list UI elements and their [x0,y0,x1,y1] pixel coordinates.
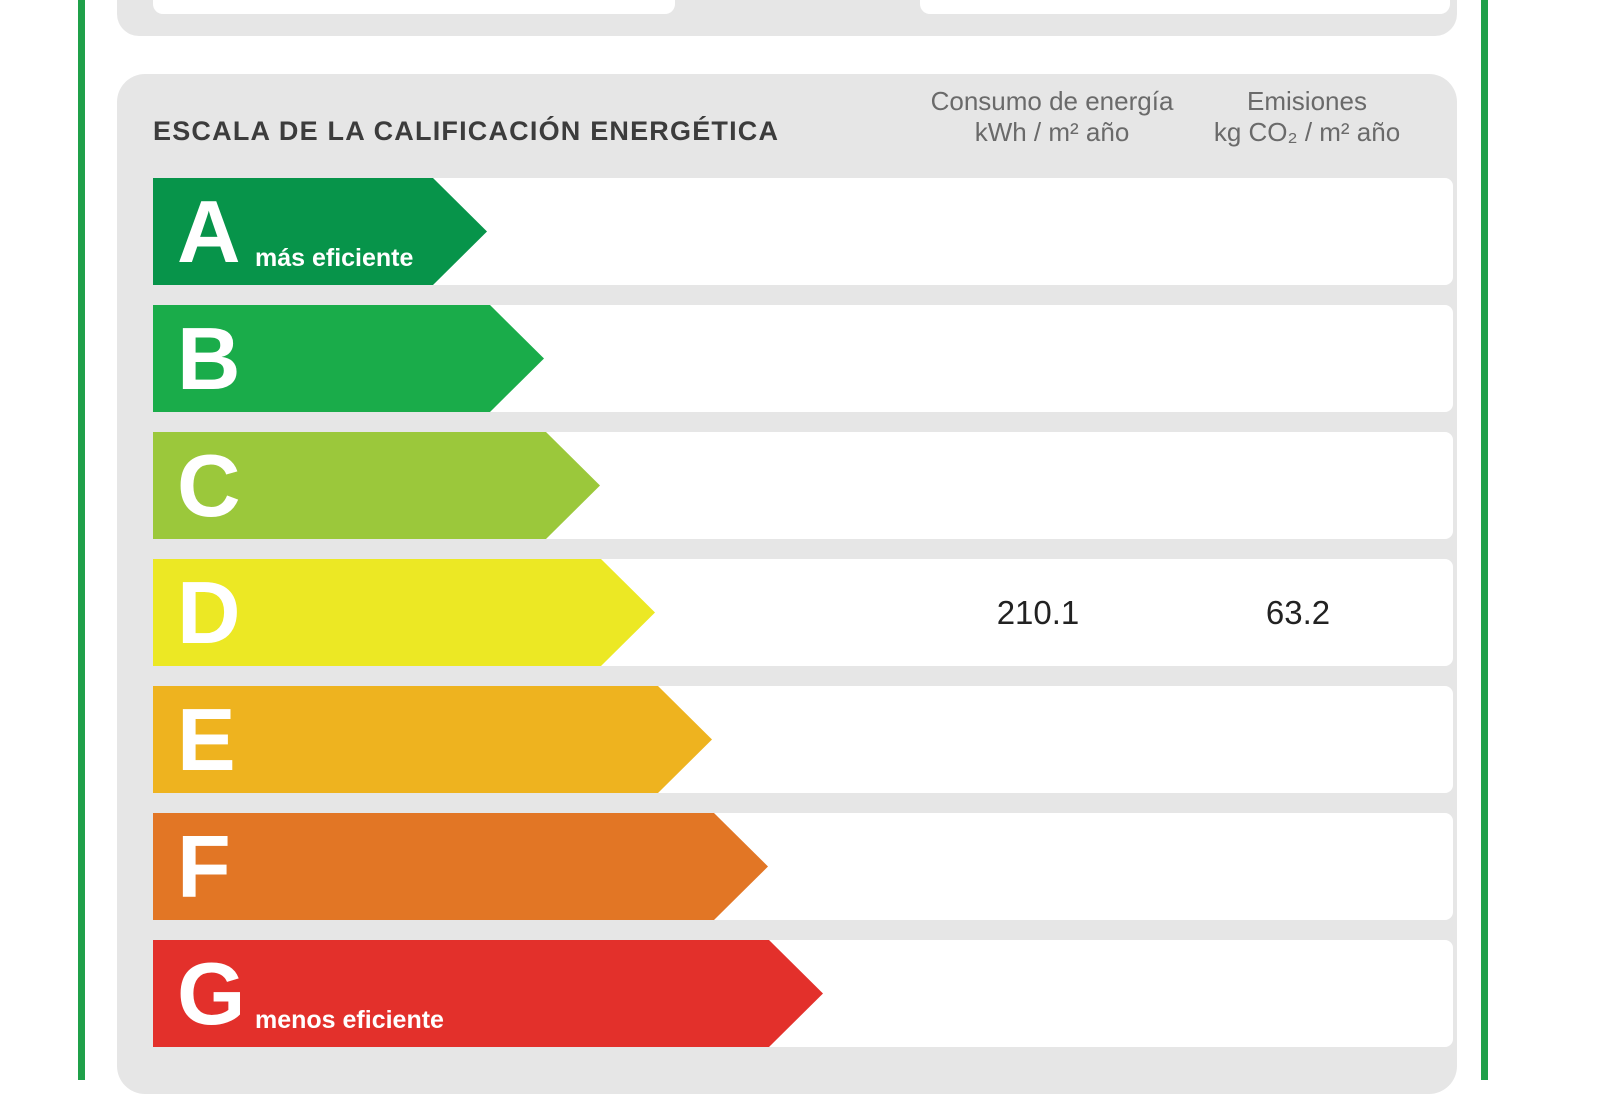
rating-row-e: E [153,686,1453,793]
energy-value-g [938,940,1138,1047]
rating-letter-d: D [177,563,241,662]
rating-sublabel-a: más eficiente [255,244,414,272]
rating-band-g [153,940,823,1047]
emissions-value-a [1198,178,1398,285]
emissions-value-c [1198,432,1398,539]
energy-value-f [938,813,1138,920]
rating-row-c: C [153,432,1453,539]
emissions-value-g [1198,940,1398,1047]
top-field-left [153,0,675,14]
energy-value-d: 210.1 [996,594,1080,631]
rating-letter-b: B [177,309,241,408]
energy-value-a [938,178,1138,285]
energy-column-header: Consumo de energía kWh / m² año [912,86,1192,148]
rating-band-d [153,559,655,666]
rating-letter-c: C [177,436,241,535]
emissions-value-d: 63.2 [1265,594,1331,631]
rating-band-e [153,686,712,793]
rating-row-b: B [153,305,1453,412]
rating-row-f: F [153,813,1453,920]
scale-title: ESCALA DE LA CALIFICACIÓN ENERGÉTICA [153,116,780,146]
energy-header-line1: Consumo de energía [930,86,1174,116]
rating-letter-e: E [177,690,236,789]
rating-band-f [153,813,768,920]
emissions-column-header: Emisiones kg CO₂ / m² año [1167,86,1447,148]
emissions-value-e [1198,686,1398,793]
certificate-frame [78,0,1488,1080]
rating-letter-f: F [177,817,231,916]
energy-value-e [938,686,1138,793]
emissions-header-line2: kg CO₂ / m² año [1213,117,1401,147]
rating-letter-a: A [177,182,241,281]
top-field-right [920,0,1450,14]
rating-sublabel-g: menos eficiente [255,1006,444,1034]
rating-row-d: D 210.1 63.2 [153,559,1453,666]
energy-value-c [938,432,1138,539]
rating-letter-g: G [177,944,246,1043]
energy-header-line2: kWh / m² año [974,117,1130,147]
rating-row-g: G menos eficiente [153,940,1453,1047]
rating-band-b [153,305,544,412]
rating-band-c [153,432,600,539]
emissions-value-b [1198,305,1398,412]
energy-value-b [938,305,1138,412]
emissions-header-line1: Emisiones [1247,86,1367,116]
rating-row-a: A más eficiente [153,178,1453,285]
rating-band-a [153,178,487,285]
emissions-value-f [1198,813,1398,920]
